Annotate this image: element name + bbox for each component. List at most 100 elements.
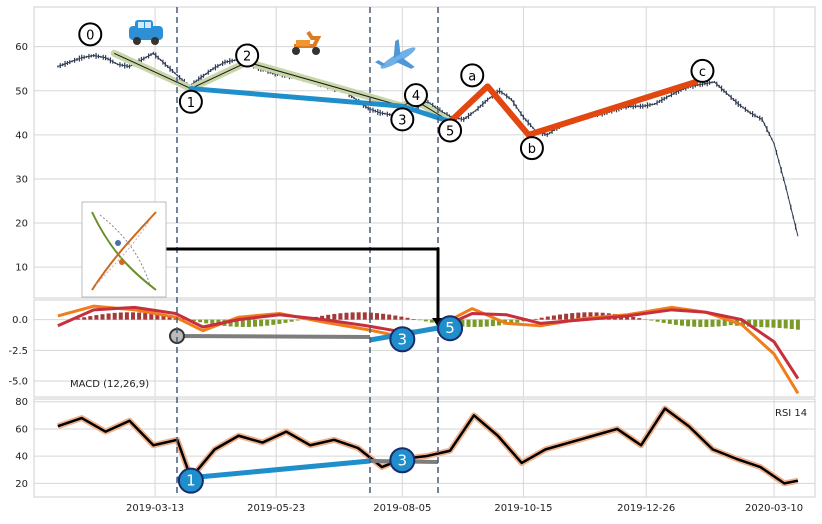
macd-histogram-bar bbox=[351, 312, 355, 319]
macd-histogram-bar bbox=[119, 312, 123, 319]
macd-histogram-bar bbox=[345, 313, 349, 320]
macd-histogram-bar bbox=[107, 313, 111, 319]
macd-histogram-bar bbox=[570, 313, 574, 320]
macd-histogram-bar bbox=[387, 315, 391, 320]
wave-label: a bbox=[461, 64, 483, 86]
macd-histogram-bar bbox=[338, 313, 342, 319]
macd-histogram-bar bbox=[271, 320, 275, 325]
x-tick-label: 2019-10-15 bbox=[494, 503, 552, 514]
macd-histogram-bar bbox=[101, 314, 105, 319]
y-tick-label: 0.0 bbox=[12, 315, 28, 326]
y-tick-label: 30 bbox=[15, 174, 28, 185]
wave-label: 3 bbox=[391, 108, 413, 130]
macd-histogram-bar bbox=[418, 320, 422, 321]
macd-histogram-bar bbox=[430, 320, 434, 323]
macd-histogram-bar bbox=[479, 320, 483, 327]
y-tick-label: 60 bbox=[15, 42, 28, 53]
wave-label: 3 bbox=[390, 448, 414, 472]
y-tick-label: 40 bbox=[15, 452, 28, 463]
wave-label-text: c bbox=[699, 65, 706, 80]
wave-label: 5 bbox=[438, 316, 462, 340]
macd-gray-connector bbox=[177, 336, 370, 337]
macd-histogram-bar bbox=[399, 317, 403, 320]
macd-histogram-bar bbox=[473, 320, 477, 327]
wave-label-text: 1 bbox=[186, 472, 196, 490]
wave-label-text: 5 bbox=[445, 319, 455, 337]
macd-histogram-bar bbox=[424, 320, 428, 322]
y-tick-label: 20 bbox=[15, 479, 28, 490]
thumbnail-image bbox=[82, 202, 166, 297]
macd-histogram-bar bbox=[277, 320, 281, 324]
macd-histogram-bar bbox=[631, 317, 635, 320]
macd-histogram-bar bbox=[88, 316, 92, 320]
macd-histogram-bar bbox=[94, 315, 98, 320]
macd-histogram-bar bbox=[381, 314, 385, 320]
wave-label: 3 bbox=[390, 327, 414, 351]
wave-label-text: 0 bbox=[86, 28, 94, 43]
wave-label-text: 3 bbox=[398, 113, 406, 128]
macd-title: MACD (12,26,9) bbox=[70, 379, 149, 390]
y-tick-label: 10 bbox=[15, 263, 28, 274]
y-tick-label: 40 bbox=[15, 130, 28, 141]
x-tick-label: 2020-03-10 bbox=[745, 503, 803, 514]
macd-histogram-bar bbox=[113, 313, 117, 320]
wave-label: 0 bbox=[79, 23, 101, 45]
wave-label-text: a bbox=[468, 69, 476, 84]
wave-label: c bbox=[691, 60, 713, 82]
macd-histogram-bar bbox=[680, 320, 684, 326]
macd-histogram-bar bbox=[204, 320, 208, 324]
macd-histogram-bar bbox=[686, 320, 690, 327]
y-tick-label: 50 bbox=[15, 86, 28, 97]
wave-label-text: 1 bbox=[187, 96, 195, 111]
macd-histogram-bar bbox=[564, 314, 568, 320]
macd-histogram-bar bbox=[668, 320, 672, 324]
macd-histogram-bar bbox=[125, 312, 129, 319]
macd-histogram-bar bbox=[412, 319, 416, 320]
macd-histogram-bar bbox=[375, 313, 379, 320]
macd-histogram-bar bbox=[467, 320, 471, 327]
wave-label: 2 bbox=[236, 45, 258, 67]
macd-histogram-bar bbox=[290, 320, 294, 322]
macd-histogram-bar bbox=[296, 320, 300, 321]
macd-histogram-bar bbox=[540, 318, 544, 320]
macd-histogram-bar bbox=[796, 320, 800, 330]
x-tick-label: 2019-03-13 bbox=[126, 503, 184, 514]
macd-histogram-bar bbox=[284, 320, 288, 323]
macd-histogram-bar bbox=[247, 320, 251, 327]
wave-label: 5 bbox=[439, 119, 461, 141]
wave-label-text: b bbox=[528, 142, 536, 157]
macd-histogram-bar bbox=[552, 315, 556, 319]
macd-histogram-bar bbox=[259, 320, 263, 327]
y-tick-label: 20 bbox=[15, 219, 28, 230]
x-tick-label: 2019-08-05 bbox=[373, 503, 431, 514]
macd-histogram-bar bbox=[265, 320, 269, 326]
wave-label: 1 bbox=[180, 91, 202, 113]
wave-label-text: 5 bbox=[446, 124, 454, 139]
wave-label-text: 4 bbox=[412, 89, 420, 104]
macd-histogram-bar bbox=[363, 312, 367, 319]
wave-label-text: 3 bbox=[398, 330, 408, 348]
macd-histogram-bar bbox=[692, 320, 696, 327]
wave-label-text: 3 bbox=[398, 451, 408, 469]
macd-histogram-bar bbox=[650, 320, 654, 321]
macd-histogram-bar bbox=[332, 314, 336, 320]
macd-histogram-bar bbox=[137, 313, 141, 320]
macd-histogram-bar bbox=[143, 313, 147, 320]
macd-histogram-bar bbox=[198, 320, 202, 323]
macd-histogram-bar bbox=[790, 320, 794, 329]
macd-histogram-bar bbox=[778, 320, 782, 328]
macd-histogram-bar bbox=[485, 320, 489, 327]
wave-label: 1 bbox=[179, 469, 203, 493]
wave-label: 4 bbox=[405, 84, 427, 106]
macd-histogram-bar bbox=[558, 315, 562, 320]
macd-histogram-bar bbox=[82, 317, 86, 319]
macd-histogram-bar bbox=[637, 318, 641, 320]
macd-histogram-bar bbox=[491, 320, 495, 326]
macd-histogram-bar bbox=[698, 320, 702, 327]
macd-histogram-bar bbox=[662, 320, 666, 323]
x-tick-label: 2019-12-26 bbox=[617, 503, 675, 514]
macd-histogram-bar bbox=[711, 320, 715, 327]
macd-histogram-bar bbox=[656, 320, 660, 322]
y-tick-label: -2.5 bbox=[8, 346, 28, 357]
